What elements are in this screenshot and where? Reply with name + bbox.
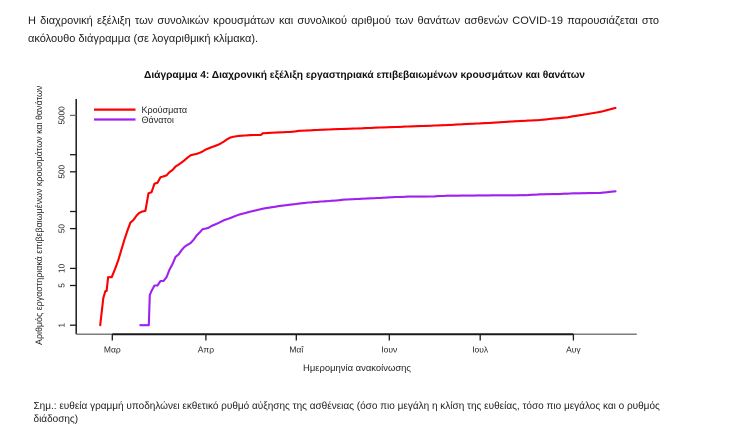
svg-text:Αυγ: Αυγ [566, 344, 581, 354]
svg-text:5000: 5000 [58, 106, 67, 125]
svg-text:Κρούσματα: Κρούσματα [142, 105, 188, 115]
svg-text:Μαρ: Μαρ [104, 344, 121, 354]
svg-text:10: 10 [58, 263, 67, 273]
svg-text:5: 5 [58, 283, 67, 288]
svg-text:Αριθμός εργαστηριακά επιβεβαιω: Αριθμός εργαστηριακά επιβεβαιωμένων κρου… [34, 85, 44, 345]
svg-text:Ιουλ: Ιουλ [472, 344, 489, 354]
svg-text:50: 50 [58, 224, 67, 234]
svg-text:Ημερομηνία ανακοίνωσης: Ημερομηνία ανακοίνωσης [303, 363, 411, 374]
svg-text:Θάνατοι: Θάνατοι [142, 115, 174, 125]
svg-text:1: 1 [58, 322, 67, 327]
svg-text:500: 500 [58, 165, 67, 179]
svg-text:Μαΐ: Μαΐ [289, 344, 304, 354]
svg-text:Απρ: Απρ [198, 344, 215, 354]
svg-text:Ιουν: Ιουν [381, 344, 397, 354]
